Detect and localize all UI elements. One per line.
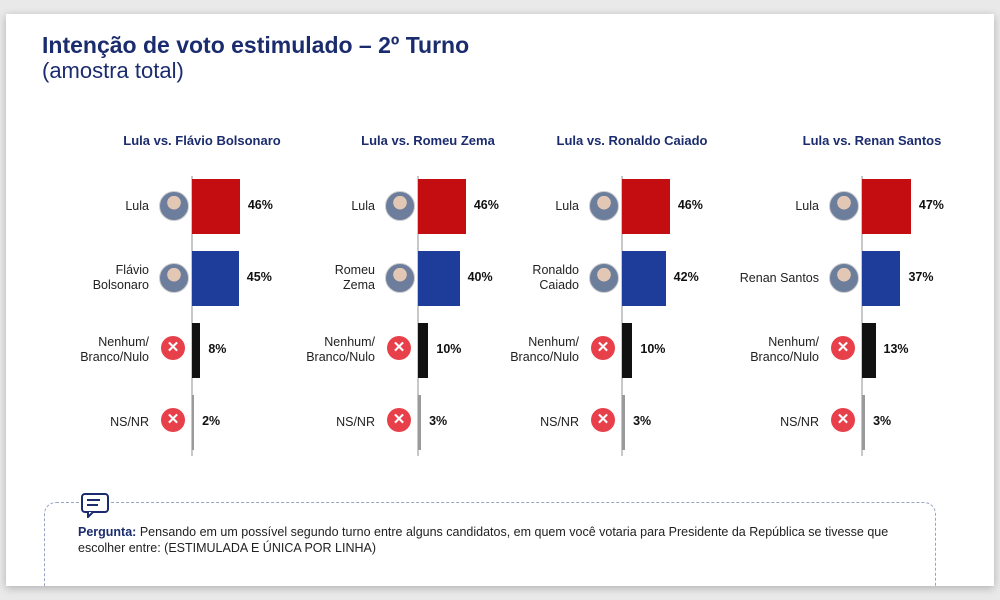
candidate-photo [385, 191, 415, 221]
category-label: Flávio Bolsonaro [92, 263, 149, 292]
value-label: 46% [677, 198, 703, 212]
candidate-photo [385, 263, 415, 293]
none-icon: ✕ [591, 336, 615, 360]
value-label: 46% [473, 198, 499, 212]
chart-title: Lula vs. Romeu Zema [361, 133, 495, 148]
category-label: Lula [555, 198, 579, 213]
bar [622, 322, 633, 378]
value-label: 3% [429, 414, 448, 428]
category-label: Nenhum/ Branco/Nulo [306, 335, 375, 364]
value-label: 40% [467, 270, 493, 284]
bar [622, 178, 670, 234]
category-label: Nenhum/ Branco/Nulo [510, 335, 579, 364]
bar [862, 322, 876, 378]
value-label: 47% [918, 198, 944, 212]
value-label: 3% [633, 414, 652, 428]
bar [418, 250, 460, 306]
category-label: NS/NR [110, 414, 149, 429]
bar [192, 178, 240, 234]
question-text: Pensando em um possível segundo turno en… [78, 525, 889, 555]
none-icon: ✕ [387, 408, 411, 432]
category-label: Nenhum/ Branco/Nulo [750, 335, 819, 364]
bar [192, 250, 239, 306]
none-icon: ✕ [161, 336, 185, 360]
bar [622, 394, 626, 450]
candidate-photo [829, 263, 859, 293]
value-label: 37% [908, 270, 934, 284]
value-label: 46% [247, 198, 273, 212]
question-label: Pergunta: [78, 525, 137, 539]
bar [622, 250, 666, 306]
category-label: Lula [125, 198, 149, 213]
bar [862, 178, 911, 234]
question-icon [81, 493, 109, 518]
bar [192, 394, 195, 450]
value-label: 13% [883, 342, 909, 356]
candidate-photo [829, 191, 859, 221]
baseline [621, 176, 623, 456]
none-icon: ✕ [831, 336, 855, 360]
candidate-photo [159, 263, 189, 293]
candidate-photo [159, 191, 189, 221]
none-icon: ✕ [831, 408, 855, 432]
value-label: 2% [202, 414, 221, 428]
category-label: Lula [351, 198, 375, 213]
bar [862, 250, 901, 306]
category-label: NS/NR [540, 414, 579, 429]
candidate-photo [589, 263, 619, 293]
bar [418, 178, 466, 234]
category-label: Nenhum/ Branco/Nulo [80, 335, 149, 364]
category-label: Renan Santos [739, 270, 819, 285]
subtitle: (amostra total) [42, 58, 184, 83]
baseline [861, 176, 863, 456]
value-label: 42% [673, 270, 699, 284]
none-icon: ✕ [591, 408, 615, 432]
slide: Intenção de voto estimulado – 2º Turno (… [6, 14, 994, 586]
question: Pergunta: Pensando em um possível segund… [78, 524, 928, 556]
baseline [191, 176, 193, 456]
category-label: NS/NR [780, 414, 819, 429]
candidate-photo [589, 191, 619, 221]
category-label: Lula [795, 198, 819, 213]
category-label: Ronaldo Caiado [532, 263, 579, 292]
none-icon: ✕ [161, 408, 185, 432]
category-label: NS/NR [336, 414, 375, 429]
value-label: 3% [873, 414, 892, 428]
title: Intenção de voto estimulado – 2º Turno [42, 32, 470, 58]
value-label: 45% [246, 270, 272, 284]
chart-title: Lula vs. Flávio Bolsonaro [123, 133, 281, 148]
chart-title: Lula vs. Renan Santos [802, 133, 942, 148]
value-label: 10% [640, 342, 666, 356]
none-icon: ✕ [387, 336, 411, 360]
question-box [44, 502, 936, 586]
bar [418, 322, 429, 378]
bar [192, 322, 201, 378]
bar [418, 394, 422, 450]
category-label: Romeu Zema [334, 263, 375, 292]
value-label: 8% [208, 342, 227, 356]
value-label: 10% [436, 342, 462, 356]
chart-title: Lula vs. Ronaldo Caiado [556, 133, 708, 148]
bar [862, 394, 866, 450]
baseline [417, 176, 419, 456]
